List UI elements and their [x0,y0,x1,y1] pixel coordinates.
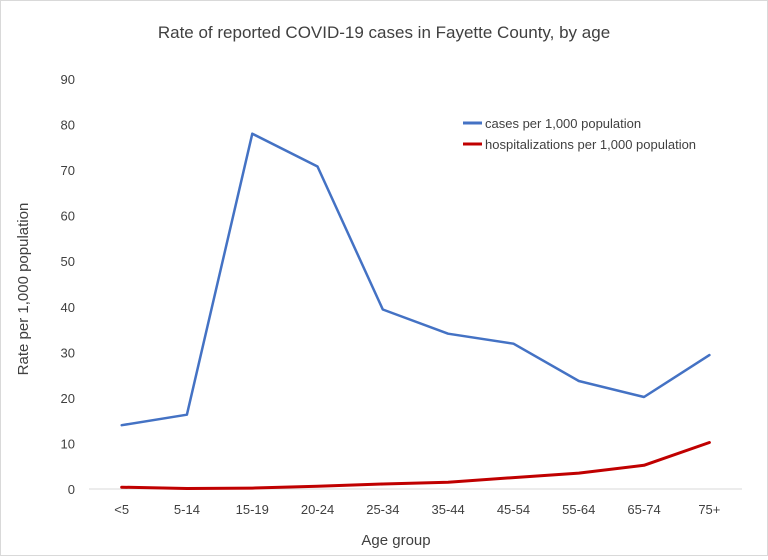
legend-label-cases: cases per 1,000 population [485,116,641,131]
x-tick-label: 35-44 [432,502,465,517]
x-axis-label: Age group [361,532,430,549]
legend: cases per 1,000 population hospitalizati… [463,116,696,152]
x-tick-label: 25-34 [366,502,399,517]
x-tick-label: 55-64 [562,502,595,517]
series-line-cases [120,132,711,427]
x-tick-label: 5-14 [174,502,200,517]
legend-label-hospitalizations: hospitalizations per 1,000 population [485,137,696,152]
x-tick-label: 65-74 [627,502,660,517]
y-tick-label: 40 [61,300,75,315]
series-line-hospitalizations [120,441,711,490]
y-axis-label: Rate per 1,000 population [15,203,32,376]
y-tick-label: 80 [61,118,75,133]
x-tick-label: 45-54 [497,502,530,517]
y-tick-label: 0 [68,482,75,497]
chart-title: Rate of reported COVID-19 cases in Fayet… [158,23,610,42]
x-tick-label: 75+ [698,502,720,517]
y-tick-label: 20 [61,391,75,406]
y-tick-label: 30 [61,345,75,360]
y-tick-label: 50 [61,254,75,269]
x-tick-label: 20-24 [301,502,334,517]
y-tick-label: 60 [61,209,75,224]
y-tick-label: 70 [61,163,75,178]
x-tick-labels: <5 5-14 15-19 20-24 25-34 35-44 45-54 55-64 65-7… [114,502,720,517]
y-tick-label: 90 [61,72,75,87]
y-tick-labels: 0 10 20 30 40 50 60 70 80 90 [61,72,75,497]
y-tick-label: 10 [61,436,75,451]
x-tick-label: <5 [114,502,129,517]
series-lines [120,132,711,490]
x-tick-label: 15-19 [236,502,269,517]
